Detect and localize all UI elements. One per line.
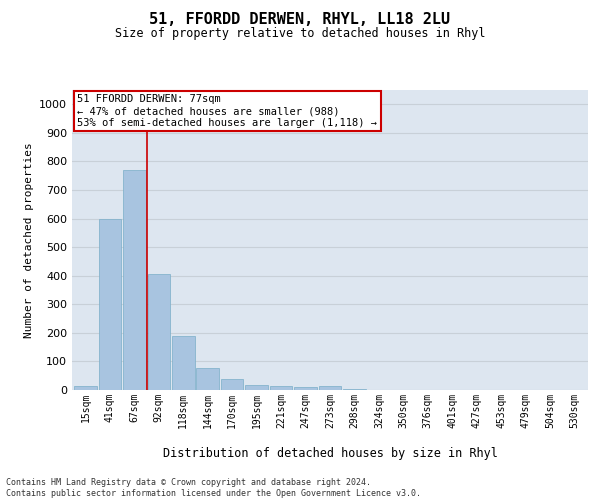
Bar xyxy=(245,385,268,390)
Bar xyxy=(148,274,170,390)
Text: Size of property relative to detached houses in Rhyl: Size of property relative to detached ho… xyxy=(115,28,485,40)
Bar xyxy=(319,386,341,390)
Text: 51 FFORDD DERWEN: 77sqm
← 47% of detached houses are smaller (988)
53% of semi-d: 51 FFORDD DERWEN: 77sqm ← 47% of detache… xyxy=(77,94,377,128)
Bar xyxy=(221,379,244,390)
Text: Distribution of detached houses by size in Rhyl: Distribution of detached houses by size … xyxy=(163,448,497,460)
Bar xyxy=(270,386,292,390)
Text: 51, FFORDD DERWEN, RHYL, LL18 2LU: 51, FFORDD DERWEN, RHYL, LL18 2LU xyxy=(149,12,451,28)
Bar xyxy=(123,170,146,390)
Bar xyxy=(343,388,366,390)
Bar xyxy=(196,368,219,390)
Bar xyxy=(294,387,317,390)
Y-axis label: Number of detached properties: Number of detached properties xyxy=(23,142,34,338)
Bar xyxy=(98,218,121,390)
Bar xyxy=(74,386,97,390)
Text: Contains HM Land Registry data © Crown copyright and database right 2024.
Contai: Contains HM Land Registry data © Crown c… xyxy=(6,478,421,498)
Bar xyxy=(172,336,194,390)
